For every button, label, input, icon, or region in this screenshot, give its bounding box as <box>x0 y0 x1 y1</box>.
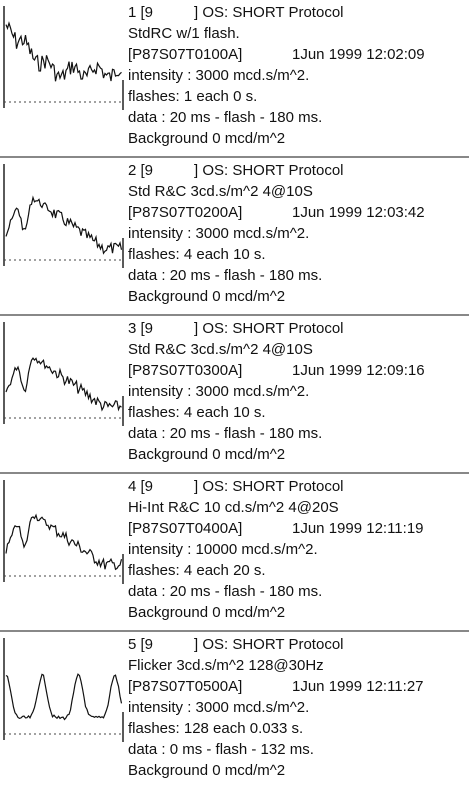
file-id: [P87S07T0400A] <box>128 520 243 537</box>
record-data: data : 0 ms - flash - 132 ms. <box>128 741 314 758</box>
record-data: data : 20 ms - flash - 180 ms. <box>128 425 323 442</box>
record-flashes: flashes: 128 each 0.033 s. <box>128 720 304 737</box>
record-name: StdRC w/1 flash. <box>128 25 240 42</box>
record-flashes: flashes: 4 each 10 s. <box>128 404 266 421</box>
protocol: ] OS: SHORT Protocol <box>194 4 344 21</box>
waveform <box>5 357 122 412</box>
waveform <box>5 673 123 721</box>
waveform <box>5 513 123 571</box>
record-background: Background 0 mcd/m^2 <box>128 762 286 779</box>
record-name: Flicker 3cd.s/m^2 128@30Hz <box>128 657 324 674</box>
protocol: ] OS: SHORT Protocol <box>194 636 344 653</box>
record-number: 2 [9 <box>128 162 154 179</box>
file-id: [P87S07T0500A] <box>128 678 243 695</box>
record-number: 5 [9 <box>128 636 154 653</box>
separator <box>0 630 469 632</box>
waveform <box>5 195 123 255</box>
record-number: 4 [9 <box>128 478 154 495</box>
record-name: Std R&C 3cd.s/m^2 4@10S <box>128 341 313 358</box>
record-intensity: intensity : 3000 mcd.s/m^2. <box>128 225 310 242</box>
waveform-thumbnail <box>3 164 124 268</box>
record-date: 1Jun 1999 12:03:42 <box>292 204 425 221</box>
file-id: [P87S07T0200A] <box>128 204 243 221</box>
file-id: [P87S07T0300A] <box>128 362 243 379</box>
waveform-thumbnail <box>3 6 124 110</box>
protocol: ] OS: SHORT Protocol <box>194 162 344 179</box>
separator <box>0 314 469 316</box>
record-name: Hi-Int R&C 10 cd.s/m^2 4@20S <box>128 499 339 516</box>
record-data: data : 20 ms - flash - 180 ms. <box>128 267 323 284</box>
record-background: Background 0 mcd/m^2 <box>128 288 286 305</box>
record-date: 1Jun 1999 12:02:09 <box>292 46 425 63</box>
separator <box>0 472 469 474</box>
waveform-thumbnail <box>3 638 124 742</box>
record-panel: 2 [9 ] OS: SHORT Protocol Std R&C 3cd.s/m^… <box>0 158 469 313</box>
record-intensity: intensity : 3000 mcd.s/m^2. <box>128 67 310 84</box>
record-data: data : 20 ms - flash - 180 ms. <box>128 109 323 126</box>
record-intensity: intensity : 3000 mcd.s/m^2. <box>128 699 310 716</box>
record-name: Std R&C 3cd.s/m^2 4@10S <box>128 183 313 200</box>
waveform <box>5 21 122 82</box>
protocol: ] OS: SHORT Protocol <box>194 320 344 337</box>
record-date: 1Jun 1999 12:09:16 <box>292 362 425 379</box>
record-panel: 1 [9 ] OS: SHORT Protocol StdRC w/1 flash.… <box>0 0 469 155</box>
waveform-thumbnail <box>3 480 124 584</box>
record-background: Background 0 mcd/m^2 <box>128 130 286 147</box>
record-number: 1 [9 <box>128 4 154 21</box>
record-panel: 5 [9 ] OS: SHORT Protocol Flicker 3cd.s/m^… <box>0 632 469 787</box>
record-background: Background 0 mcd/m^2 <box>128 446 286 463</box>
waveform-thumbnail <box>3 322 124 426</box>
record-intensity: intensity : 3000 mcd.s/m^2. <box>128 383 310 400</box>
separator <box>0 156 469 158</box>
record-panel: 3 [9 ] OS: SHORT Protocol Std R&C 3cd.s/m^… <box>0 316 469 471</box>
file-id: [P87S07T0100A] <box>128 46 243 63</box>
record-panel: 4 [9 ] OS: SHORT Protocol Hi-Int R&C 10 cd… <box>0 474 469 629</box>
record-date: 1Jun 1999 12:11:19 <box>292 520 424 537</box>
record-flashes: flashes: 4 each 20 s. <box>128 562 266 579</box>
record-background: Background 0 mcd/m^2 <box>128 604 286 621</box>
record-number: 3 [9 <box>128 320 154 337</box>
protocol: ] OS: SHORT Protocol <box>194 478 344 495</box>
record-flashes: flashes: 4 each 10 s. <box>128 246 266 263</box>
record-intensity: intensity : 10000 mcd.s/m^2. <box>128 541 318 558</box>
record-flashes: flashes: 1 each 0 s. <box>128 88 258 105</box>
record-date: 1Jun 1999 12:11:27 <box>292 678 424 695</box>
record-data: data : 20 ms - flash - 180 ms. <box>128 583 323 600</box>
